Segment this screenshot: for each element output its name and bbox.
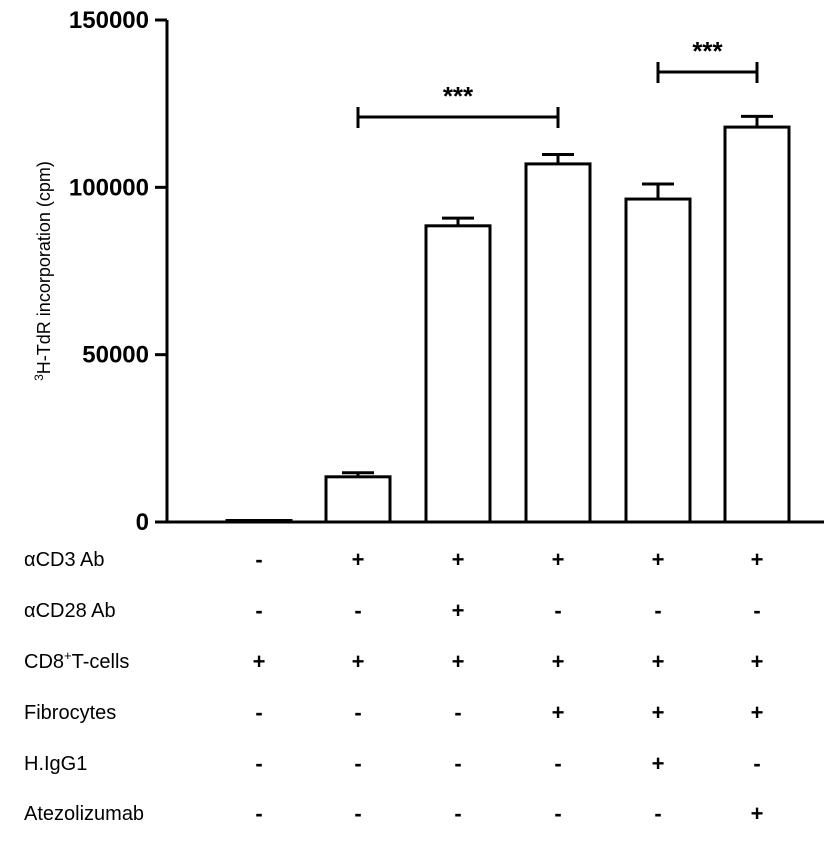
minus-sign: - bbox=[554, 598, 561, 623]
plus-sign: + bbox=[652, 547, 665, 572]
minus-sign: - bbox=[255, 751, 262, 776]
condition-label: αCD28 Ab bbox=[24, 600, 116, 622]
minus-sign: - bbox=[354, 801, 361, 826]
y-tick-label: 100000 bbox=[69, 174, 149, 201]
condition-label-text: αCD3 Ab bbox=[24, 549, 105, 571]
minus-sign: - bbox=[554, 801, 561, 826]
condition-label-text: αCD28 Ab bbox=[24, 600, 116, 622]
condition-label-text: CD8 bbox=[24, 651, 64, 673]
plus-sign: + bbox=[751, 547, 764, 572]
plus-sign: + bbox=[652, 649, 665, 674]
minus-sign: - bbox=[354, 700, 361, 725]
plus-sign: + bbox=[452, 598, 465, 623]
condition-label-text: Atezolizumab bbox=[24, 803, 144, 825]
minus-sign: - bbox=[454, 801, 461, 826]
minus-sign: - bbox=[753, 751, 760, 776]
significance-label: *** bbox=[443, 81, 474, 111]
bar bbox=[324, 475, 392, 524]
significance-label: *** bbox=[692, 36, 723, 66]
plus-sign: + bbox=[452, 649, 465, 674]
bar bbox=[424, 224, 492, 524]
plus-sign: + bbox=[253, 649, 266, 674]
y-tick-label: 50000 bbox=[82, 342, 149, 369]
condition-label: Atezolizumab bbox=[24, 803, 144, 825]
plus-sign: + bbox=[552, 649, 565, 674]
y-tick-label: 150000 bbox=[69, 7, 149, 34]
minus-sign: - bbox=[354, 751, 361, 776]
bar bbox=[624, 197, 692, 524]
condition-table: αCD3 Ab - + + + + +αCD28 Ab - - + - - -CD8+T-cells + +… bbox=[24, 547, 763, 826]
condition-label: Fibrocytes bbox=[24, 702, 116, 724]
bars bbox=[225, 114, 791, 524]
bar bbox=[723, 125, 791, 524]
plus-sign: + bbox=[652, 751, 665, 776]
plus-sign: + bbox=[552, 547, 565, 572]
plus-sign: + bbox=[751, 700, 764, 725]
plus-sign: + bbox=[552, 700, 565, 725]
condition-label-text: H.IgG1 bbox=[24, 753, 87, 775]
y-axis-label-superscript: 3 bbox=[32, 374, 46, 381]
condition-label-superscript: + bbox=[64, 648, 72, 663]
plus-sign: + bbox=[352, 547, 365, 572]
minus-sign: - bbox=[255, 547, 262, 572]
condition-label-text-post: T-cells bbox=[72, 651, 130, 673]
minus-sign: - bbox=[454, 700, 461, 725]
minus-sign: - bbox=[454, 751, 461, 776]
plus-sign: + bbox=[352, 649, 365, 674]
plus-sign: + bbox=[452, 547, 465, 572]
plus-sign: + bbox=[751, 801, 764, 826]
minus-sign: - bbox=[554, 751, 561, 776]
condition-label: CD8+T-cells bbox=[24, 648, 129, 673]
minus-sign: - bbox=[753, 598, 760, 623]
minus-sign: - bbox=[255, 598, 262, 623]
minus-sign: - bbox=[255, 801, 262, 826]
condition-label: H.IgG1 bbox=[24, 753, 87, 775]
significance-brackets: *** *** bbox=[356, 36, 759, 128]
minus-sign: - bbox=[255, 700, 262, 725]
condition-label-text: Fibrocytes bbox=[24, 702, 116, 724]
plus-sign: + bbox=[751, 649, 764, 674]
minus-sign: - bbox=[654, 598, 661, 623]
y-tick-label: 0 bbox=[136, 509, 149, 536]
condition-label: αCD3 Ab bbox=[24, 549, 105, 571]
y-axis-label: 3H-TdR incorporation (cpm) bbox=[32, 161, 54, 381]
plus-sign: + bbox=[652, 700, 665, 725]
bar bbox=[524, 162, 592, 524]
y-axis-label-text: H-TdR incorporation (cpm) bbox=[34, 161, 54, 374]
minus-sign: - bbox=[354, 598, 361, 623]
minus-sign: - bbox=[654, 801, 661, 826]
